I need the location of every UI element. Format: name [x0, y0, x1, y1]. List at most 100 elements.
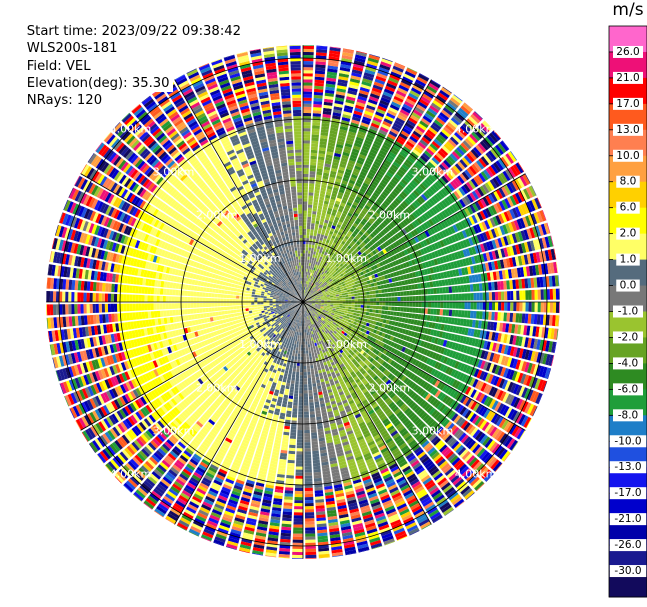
velocity-gate: [395, 240, 401, 247]
velocity-gate: [430, 124, 440, 133]
velocity-gate: [314, 245, 318, 249]
velocity-gate: [499, 172, 508, 183]
velocity-gate: [303, 51, 314, 56]
velocity-gate: [360, 220, 366, 226]
velocity-gate: [558, 302, 560, 314]
velocity-gate: [321, 263, 325, 268]
velocity-gate: [335, 267, 339, 272]
velocity-gate: [338, 76, 349, 81]
velocity-gate: [317, 283, 321, 287]
velocity-gate: [309, 285, 312, 289]
velocity-gate: [404, 268, 409, 274]
velocity-gate: [316, 168, 323, 173]
velocity-gate: [329, 258, 334, 263]
velocity-gate: [421, 136, 431, 145]
velocity-gate: [522, 173, 531, 185]
velocity-gate: [365, 268, 370, 273]
velocity-gate: [389, 282, 394, 288]
velocity-gate: [402, 127, 412, 135]
velocity-gate: [325, 86, 335, 91]
velocity-gate: [309, 399, 314, 403]
velocity-gate: [305, 277, 307, 281]
velocity-gate: [532, 326, 537, 337]
velocity-gate: [349, 81, 360, 87]
velocity-gate: [374, 189, 381, 196]
velocity-gate: [354, 235, 360, 241]
velocity-gate: [367, 131, 376, 137]
velocity-gate: [339, 205, 345, 210]
velocity-gate: [397, 135, 407, 143]
velocity-gate: [361, 285, 366, 289]
velocity-gate: [350, 193, 357, 199]
velocity-gate: [340, 61, 352, 66]
velocity-gate: [467, 257, 473, 265]
velocity-gate: [394, 197, 402, 205]
velocity-gate: [320, 234, 325, 238]
velocity-gate: [509, 195, 517, 206]
velocity-gate: [311, 291, 315, 294]
velocity-gate: [359, 89, 369, 96]
velocity-gate: [447, 182, 455, 192]
velocity-gate: [491, 281, 495, 291]
velocity-gate: [315, 52, 327, 57]
velocity-gate: [532, 364, 539, 376]
velocity-gate: [525, 215, 532, 227]
velocity-gate: [340, 157, 348, 163]
velocity-gate: [303, 161, 310, 165]
velocity-gate: [303, 213, 307, 217]
velocity-gate: [372, 192, 380, 198]
velocity-gate: [528, 200, 536, 212]
velocity-gate: [470, 148, 480, 159]
velocity-gate: [366, 298, 371, 302]
velocity-gate: [354, 227, 360, 233]
velocity-gate: [318, 199, 324, 204]
velocity-gate: [515, 347, 521, 358]
velocity-gate: [316, 171, 323, 176]
velocity-gate: [400, 212, 407, 219]
velocity-gate: [377, 132, 386, 139]
velocity-gate: [303, 296, 305, 300]
velocity-gate: [326, 210, 332, 215]
velocity-gate: [527, 278, 532, 289]
velocity-gate: [351, 282, 356, 286]
velocity-gate: [315, 282, 319, 286]
velocity-gate: [417, 185, 425, 193]
velocity-gate: [337, 289, 342, 293]
velocity-gate: [390, 292, 395, 297]
velocity-gate: [412, 325, 417, 331]
velocity-gate: [512, 279, 517, 290]
velocity-gate: [500, 280, 504, 290]
velocity-gate: [408, 284, 413, 290]
velocity-gate: [558, 288, 560, 300]
velocity-gate: [303, 247, 306, 251]
velocity-gate: [414, 209, 421, 217]
velocity-gate: [322, 113, 331, 118]
velocity-gate: [509, 358, 516, 368]
velocity-gate: [320, 297, 325, 299]
velocity-gate: [469, 204, 477, 214]
velocity-gate: [523, 202, 530, 214]
velocity-gate: [357, 215, 364, 221]
velocity-gate: [341, 290, 345, 294]
velocity-gate: [356, 245, 362, 251]
velocity-gate: [407, 232, 414, 239]
velocity-gate: [312, 343, 315, 347]
velocity-gate: [450, 215, 458, 224]
velocity-gate: [353, 142, 362, 148]
velocity-gate: [317, 156, 325, 161]
velocity-gate: [362, 78, 373, 84]
velocity-gate: [344, 171, 351, 177]
velocity-gate: [464, 327, 469, 336]
velocity-gate: [478, 283, 483, 292]
velocity-gate: [343, 148, 351, 154]
velocity-gate: [306, 234, 310, 239]
velocity-gate: [501, 199, 509, 210]
velocity-gate: [314, 73, 325, 78]
velocity-gate: [311, 266, 314, 270]
velocity-gate: [368, 96, 379, 102]
velocity-gate: [303, 97, 312, 101]
velocity-gate: [312, 280, 316, 284]
velocity-gate: [441, 161, 450, 171]
velocity-gate: [305, 300, 309, 302]
velocity-gate: [470, 256, 476, 265]
